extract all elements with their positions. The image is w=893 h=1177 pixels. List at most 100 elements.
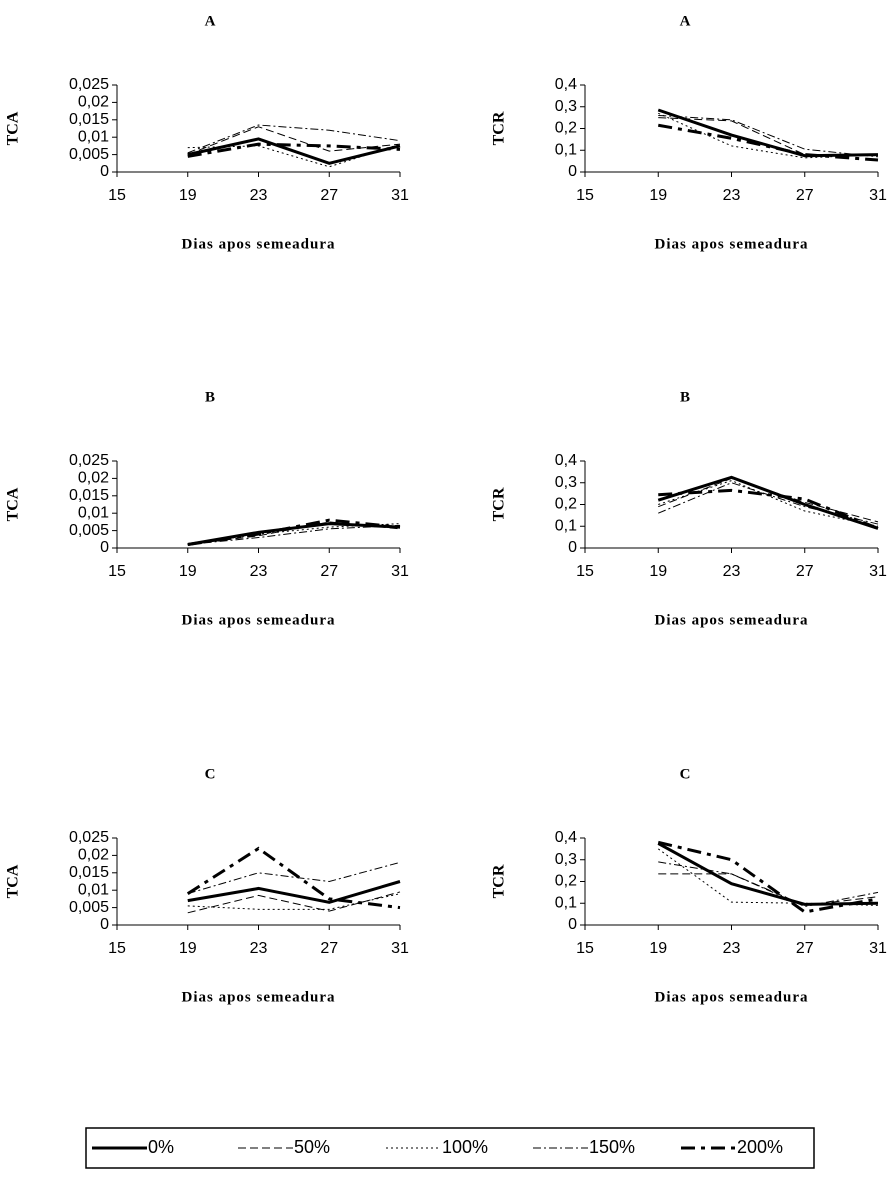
legend-label: 150% bbox=[589, 1137, 635, 1157]
series-line: 0% bbox=[657, 475, 879, 530]
chart-title: C bbox=[680, 766, 691, 782]
y-tick-label: 0,1 bbox=[555, 141, 577, 158]
y-tick-label: 0 bbox=[568, 539, 577, 556]
x-tick-label: 23 bbox=[250, 187, 268, 204]
series-line: 50% bbox=[658, 117, 879, 157]
series-line: 200% bbox=[186, 846, 401, 910]
y-tick-label: 0,4 bbox=[555, 829, 577, 846]
y-tick-label: 0,02 bbox=[78, 94, 109, 111]
x-tick-label: 23 bbox=[723, 187, 741, 204]
x-tick-label: 27 bbox=[796, 563, 814, 580]
series-line: 150% bbox=[658, 114, 879, 158]
x-tick-label: 23 bbox=[250, 940, 268, 957]
series-line: 200% bbox=[657, 840, 879, 914]
y-tick-label: 0,02 bbox=[78, 847, 109, 864]
x-tick-label: 27 bbox=[796, 940, 814, 957]
series-line: 0% bbox=[657, 108, 879, 158]
x-tick-label: 23 bbox=[250, 563, 268, 580]
series-line: 150% bbox=[658, 861, 879, 908]
y-tick-label: 0,015 bbox=[69, 487, 109, 504]
series-line: 150% bbox=[187, 124, 401, 154]
y-axis-label: TCA bbox=[5, 487, 22, 521]
y-tick-label: 0 bbox=[568, 163, 577, 180]
chart-title: A bbox=[680, 13, 691, 29]
y-tick-label: 0,1 bbox=[555, 517, 577, 534]
x-tick-label: 15 bbox=[108, 940, 126, 957]
series-line: 150% bbox=[187, 861, 401, 895]
y-tick-label: 0,025 bbox=[69, 452, 109, 469]
x-tick-label: 31 bbox=[391, 563, 409, 580]
x-tick-label: 23 bbox=[723, 563, 741, 580]
x-axis-label: Dias apos semeadura bbox=[181, 989, 335, 1005]
series-line: 0% bbox=[657, 842, 879, 906]
series-line: 200% bbox=[187, 142, 401, 158]
y-tick-label: 0,4 bbox=[555, 452, 577, 469]
y-tick-label: 0,3 bbox=[555, 474, 577, 491]
x-axis-label: Dias apos semeadura bbox=[181, 236, 335, 252]
y-tick-label: 0,3 bbox=[555, 98, 577, 115]
series-line: 100% bbox=[658, 480, 879, 527]
x-tick-label: 31 bbox=[391, 940, 409, 957]
x-tick-label: 15 bbox=[576, 187, 594, 204]
series-line: 0% bbox=[187, 880, 401, 904]
y-tick-label: 0 bbox=[568, 916, 577, 933]
y-tick-label: 0,015 bbox=[69, 111, 109, 128]
y-axis-label: TCR bbox=[491, 111, 508, 145]
x-tick-label: 23 bbox=[723, 940, 741, 957]
x-tick-label: 27 bbox=[796, 187, 814, 204]
x-tick-label: 19 bbox=[649, 940, 667, 957]
y-tick-label: 0,2 bbox=[555, 120, 577, 137]
series-line: 150% bbox=[187, 524, 401, 546]
x-tick-label: 19 bbox=[179, 187, 197, 204]
chart-title: A bbox=[205, 13, 216, 29]
x-tick-label: 15 bbox=[108, 563, 126, 580]
series-line: 50% bbox=[187, 126, 401, 156]
x-axis-label: Dias apos semeadura bbox=[654, 612, 808, 628]
y-tick-label: 0,01 bbox=[78, 504, 109, 521]
y-tick-label: 0,025 bbox=[69, 829, 109, 846]
y-tick-label: 0 bbox=[100, 163, 109, 180]
y-axis-label: TCA bbox=[5, 864, 22, 898]
x-axis-label: Dias apos semeadura bbox=[654, 989, 808, 1005]
series-line: 200% bbox=[187, 518, 401, 547]
series-line: 100% bbox=[657, 848, 879, 906]
y-axis-label: TCR bbox=[491, 864, 508, 898]
y-tick-label: 0,2 bbox=[555, 873, 577, 890]
legend-label: 100% bbox=[442, 1137, 488, 1157]
x-tick-label: 31 bbox=[869, 563, 887, 580]
y-axis-label: TCA bbox=[5, 111, 22, 145]
chart-title: B bbox=[680, 389, 690, 405]
y-tick-label: 0,005 bbox=[69, 899, 109, 916]
y-tick-label: 0,015 bbox=[69, 864, 109, 881]
legend-box bbox=[85, 1127, 815, 1169]
x-tick-label: 31 bbox=[869, 187, 887, 204]
series-line: 100% bbox=[187, 893, 401, 910]
legend-label: 50% bbox=[294, 1137, 330, 1157]
y-tick-label: 0,02 bbox=[78, 470, 109, 487]
series-line: 100% bbox=[187, 143, 401, 168]
x-tick-label: 19 bbox=[649, 187, 667, 204]
y-axis-label: TCR bbox=[491, 487, 508, 521]
chart-title: C bbox=[205, 766, 216, 782]
y-tick-label: 0,2 bbox=[555, 496, 577, 513]
x-tick-label: 15 bbox=[576, 563, 594, 580]
legend-label: 200% bbox=[737, 1137, 783, 1157]
x-axis-label: Dias apos semeadura bbox=[181, 612, 335, 628]
x-axis-label: Dias apos semeadura bbox=[654, 236, 808, 252]
y-tick-label: 0,4 bbox=[555, 76, 577, 93]
series-line: 200% bbox=[658, 488, 879, 530]
series-line: 50% bbox=[187, 891, 401, 914]
x-tick-label: 19 bbox=[649, 563, 667, 580]
y-tick-label: 0,3 bbox=[555, 851, 577, 868]
x-tick-label: 27 bbox=[320, 187, 338, 204]
y-tick-label: 0,005 bbox=[69, 522, 109, 539]
y-tick-label: 0 bbox=[100, 539, 109, 556]
chart-title: B bbox=[205, 389, 215, 405]
y-tick-label: 0 bbox=[100, 916, 109, 933]
y-tick-label: 0,01 bbox=[78, 881, 109, 898]
y-tick-label: 0,025 bbox=[69, 76, 109, 93]
x-tick-label: 15 bbox=[108, 187, 126, 204]
y-tick-label: 0,005 bbox=[69, 146, 109, 163]
series-line: 200% bbox=[657, 123, 879, 162]
